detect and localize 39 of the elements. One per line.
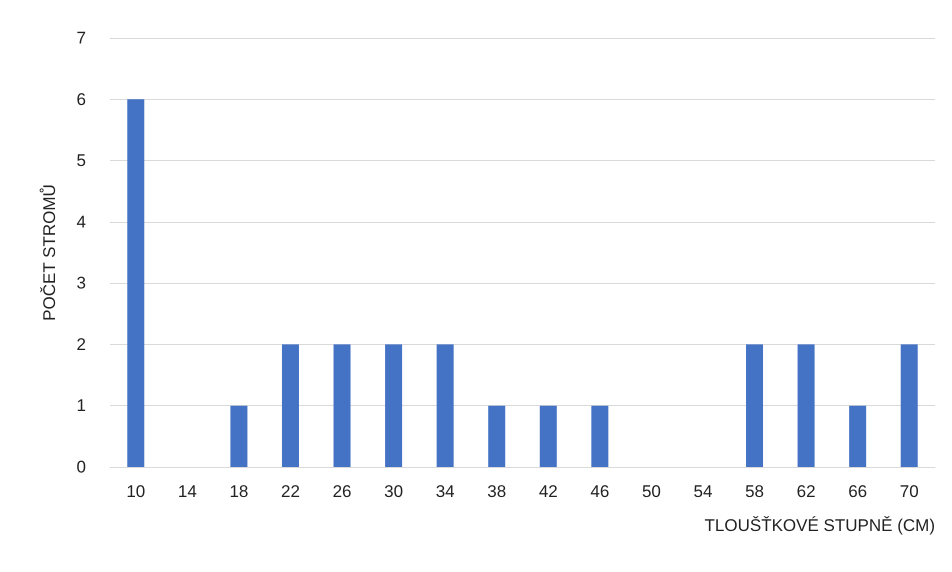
x-tick-label: 70 [900, 482, 919, 501]
y-tick-label: 1 [76, 396, 86, 416]
x-tick-label: 10 [126, 482, 146, 501]
x-tick-label: 42 [538, 482, 558, 501]
x-tick-label: 26 [332, 482, 352, 501]
x-tick-label: 14 [178, 482, 197, 501]
bar [849, 406, 866, 467]
x-axis-title: TLOUŠŤKOVÉ STUPNĚ (CM) [704, 516, 935, 535]
x-tick-label: 62 [796, 482, 816, 501]
bar [127, 99, 144, 467]
x-tick-label: 66 [848, 482, 868, 501]
bar [488, 406, 506, 467]
y-tick-label: 5 [76, 151, 86, 170]
bar [746, 344, 764, 467]
x-tick-label: 22 [281, 482, 300, 501]
x-tick-label: 54 [694, 482, 712, 501]
bar [282, 344, 299, 467]
bar [385, 344, 402, 467]
y-tick-label: 0 [76, 458, 86, 476]
x-tick-label: 58 [745, 482, 764, 501]
bar [798, 344, 815, 467]
bar [591, 406, 608, 467]
y-tick-label: 4 [76, 212, 86, 232]
y-tick-label: 3 [76, 274, 86, 293]
x-tick-label: 34 [436, 482, 455, 501]
x-tick-label: 38 [487, 482, 506, 501]
bar [900, 344, 918, 467]
bar [230, 406, 248, 467]
bar [334, 344, 351, 467]
y-tick-label: 7 [76, 28, 86, 48]
bar [436, 344, 454, 467]
y-axis-title: POČET STROMŮ [39, 184, 59, 321]
y-tick-label: 6 [76, 90, 86, 109]
x-tick-label: 46 [590, 482, 610, 501]
x-tick-label: 18 [229, 482, 248, 501]
x-tick-label: 50 [642, 482, 661, 501]
y-tick-label: 2 [76, 334, 86, 354]
x-tick-label: 30 [384, 482, 404, 501]
bar [540, 406, 557, 467]
